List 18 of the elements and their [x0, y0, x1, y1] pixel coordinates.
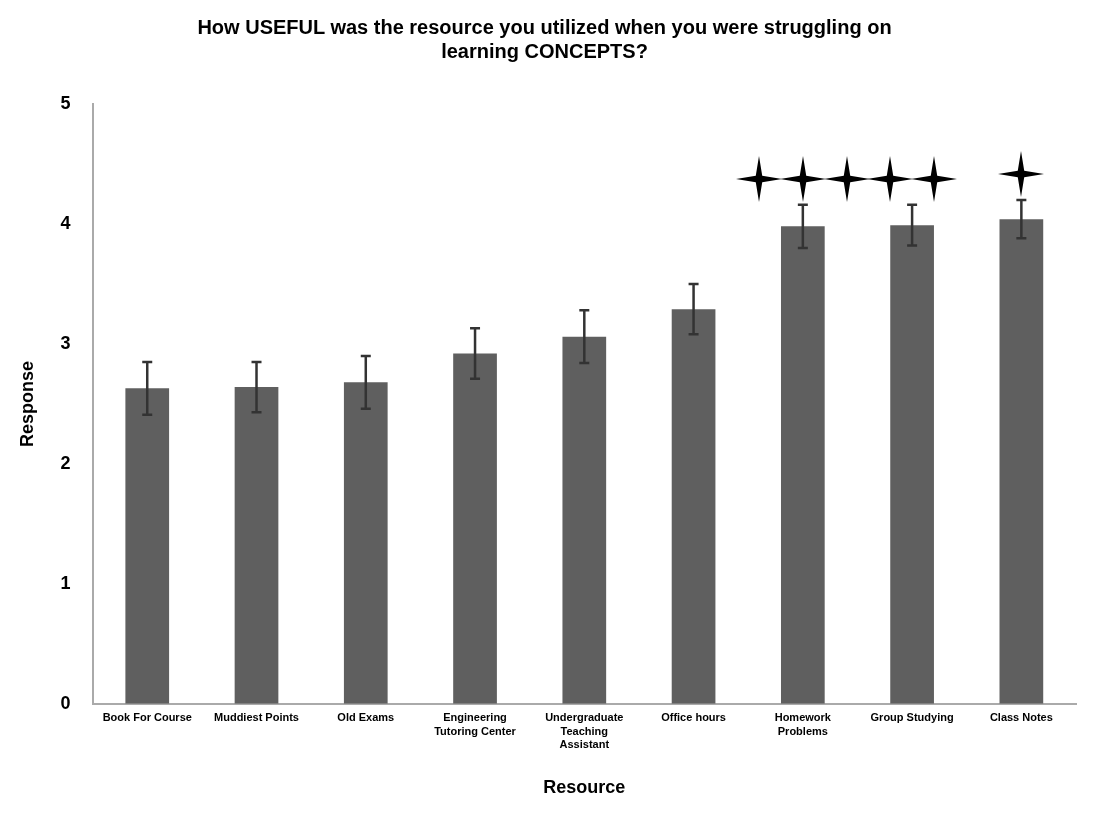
y-tick-label: 4 [60, 212, 71, 233]
y-tick-label: 2 [60, 452, 71, 473]
y-axis-title: Response [16, 360, 37, 447]
x-tick-label: Old Exams [337, 711, 395, 724]
x-tick-label: Book For Course [102, 711, 192, 724]
y-tick-label: 5 [60, 92, 71, 113]
x-tick-label: Group Studying [870, 711, 954, 724]
x-tick-label: Office hours [661, 711, 726, 724]
x-tick-label: Homework Problems [774, 711, 832, 737]
x-tick-label: Undergraduate Teaching Assistant [545, 711, 624, 750]
y-tick-label: 0 [60, 692, 71, 713]
chart-title: How USEFUL was the resource you utilized when you were struggling on learning CONCEPTS? [197, 15, 892, 62]
x-tick-label: Engineering Tutoring Center [434, 711, 517, 737]
y-tick-label: 3 [60, 332, 71, 353]
x-tick-label: Class Notes [989, 711, 1053, 724]
x-axis-title: Resource [543, 777, 626, 798]
x-tick-label: Muddiest Points [214, 711, 299, 724]
y-tick-label: 1 [60, 572, 71, 593]
